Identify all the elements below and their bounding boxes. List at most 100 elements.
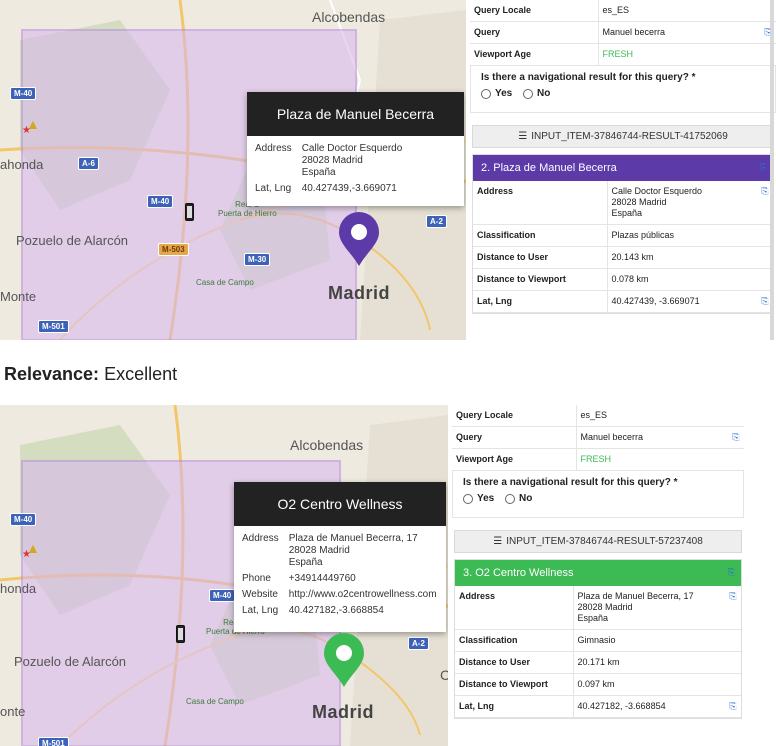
query-key: Query <box>470 21 599 44</box>
row-empty <box>757 224 773 247</box>
popup-value: Calle Doctor Esquerdo 28028 Madrid Españ… <box>302 142 407 182</box>
map-label-madrid: Madrid <box>312 702 375 722</box>
map-view[interactable]: Alcobendas honda Pozuelo de Alarcón onte… <box>0 405 448 746</box>
detail-value: 0.097 km <box>573 673 725 696</box>
detail-key: Lat, Lng <box>455 695 574 718</box>
result-popup: O2 Centro Wellness Address Plaza de Manu… <box>234 482 446 632</box>
star-icon: ★ <box>22 549 31 560</box>
popup-value: +34914449760 <box>288 573 356 584</box>
road-shield-m40: M-40 <box>10 87 37 100</box>
detail-row: Distance to User 20.171 km <box>455 651 741 674</box>
detail-value: 0.078 km <box>607 268 757 291</box>
detail-row: Distance to Viewport 0.078 km <box>473 268 773 291</box>
copy-icon[interactable]: ⎘ <box>725 585 741 630</box>
yes-label: Yes <box>477 493 495 504</box>
input-item-button[interactable]: ☰ INPUT_ITEM-37846744-RESULT-41752069 <box>472 124 774 148</box>
query-row: Viewport Age FRESH <box>452 448 744 471</box>
query-key: Viewport Age <box>470 43 599 66</box>
viewport-age-value: FRESH <box>576 448 728 471</box>
copy-icon[interactable]: ⎘ <box>727 566 735 577</box>
copy-icon[interactable]: ⎘ <box>757 180 773 225</box>
detail-key: Lat, Lng <box>473 290 608 313</box>
road-shield-m503: M-503 <box>158 243 189 256</box>
copy-icon[interactable]: ⎘ <box>725 695 741 718</box>
detail-row: Distance to User 20.143 km <box>473 246 773 269</box>
query-key: Query Locale <box>452 405 577 427</box>
result-card-title: 2. Plaza de Manuel Becerra <box>481 161 617 174</box>
road-shield-a2: A-2 <box>426 215 447 228</box>
detail-key: Classification <box>455 629 574 652</box>
result-card: 2. Plaza de Manuel Becerra ⎘ Address Cal… <box>472 153 774 314</box>
query-key: Query Locale <box>470 0 599 22</box>
popup-title: O2 Centro Wellness <box>234 482 446 526</box>
query-key: Viewport Age <box>452 448 577 471</box>
radio-circle[interactable] <box>481 88 491 99</box>
road-shield-m40b: M-40 <box>147 195 174 208</box>
detail-row: Classification Plazas públicas <box>473 224 773 247</box>
radio-circle[interactable] <box>523 88 534 99</box>
result-marker-icon[interactable] <box>322 633 366 689</box>
popup-key: Address <box>242 533 279 544</box>
road-shield-m40: M-40 <box>10 513 37 526</box>
relevance-rating: Relevance: Excellent <box>4 364 177 385</box>
copy-icon[interactable]: ⎘ <box>757 290 773 313</box>
nav-question: Is there a navigational result for this … <box>452 471 744 518</box>
yes-radio[interactable]: Yes <box>463 493 494 504</box>
query-value: es_ES <box>576 405 728 427</box>
popup-key: Address <box>255 143 292 154</box>
popup-row: Lat, Lng 40.427439,-3.669071 <box>255 182 406 198</box>
detail-row: Distance to Viewport 0.097 km <box>455 673 741 696</box>
row-empty <box>728 448 744 471</box>
result-marker-icon[interactable] <box>337 212 381 268</box>
map-label-onte: onte <box>0 704 26 719</box>
query-info-table: Query Locale es_ES Query Manuel becerra … <box>470 0 776 66</box>
row-empty <box>725 629 741 652</box>
no-radio[interactable]: No <box>505 493 532 504</box>
viewport-age-value: FRESH <box>598 43 760 66</box>
nav-question-text: Is there a navigational result for this … <box>463 477 678 488</box>
row-empty <box>757 268 773 291</box>
map-view[interactable]: Alcobendas ahonda Pozuelo de Alarcón Mon… <box>0 0 466 340</box>
relevance-value: Excellent <box>104 364 178 384</box>
detail-key: Distance to Viewport <box>455 673 574 696</box>
input-item-button[interactable]: ☰ INPUT_ITEM-37846744-RESULT-57237408 <box>454 529 742 553</box>
detail-key: Distance to User <box>473 246 608 269</box>
mobile-device-icon <box>185 203 194 221</box>
result-card-header: 2. Plaza de Manuel Becerra ⎘ <box>473 154 773 181</box>
road-shield-m30: M-30 <box>244 253 271 266</box>
road-shield-m501: M-501 <box>38 320 69 333</box>
detail-key: Distance to User <box>455 651 574 674</box>
popup-value: 40.427439,-3.669071 <box>301 183 397 194</box>
result-details-table: Address Plaza de Manuel Becerra, 17 2802… <box>455 585 741 718</box>
user-location-pin-icon: ▲ <box>26 540 40 556</box>
popup-value: Plaza de Manuel Becerra, 17 28028 Madrid… <box>289 532 441 572</box>
query-row: Viewport Age FRESH <box>470 43 776 66</box>
yes-label: Yes <box>495 88 513 99</box>
no-radio[interactable]: No <box>523 88 550 99</box>
detail-value: Calle Doctor Esquerdo 28028 Madrid Españ… <box>607 180 757 225</box>
copy-icon[interactable]: ⎘ <box>759 161 767 172</box>
popup-details: Address Calle Doctor Esquerdo 28028 Madr… <box>255 142 406 198</box>
map-label-c: C <box>440 667 448 683</box>
radio-circle[interactable] <box>463 493 473 504</box>
user-location-pin-icon: ▲ <box>26 116 40 132</box>
nav-question-text: Is there a navigational result for this … <box>481 72 696 83</box>
popup-row: Phone +34914449760 <box>242 572 441 588</box>
row-empty <box>725 673 741 696</box>
radio-circle[interactable] <box>505 493 516 504</box>
road-shield-a6: A-6 <box>78 157 99 170</box>
yes-radio[interactable]: Yes <box>481 88 512 99</box>
popup-value: 40.427182,-3.668854 <box>288 605 384 616</box>
detail-value: 20.143 km <box>607 246 757 269</box>
copy-icon[interactable]: ⎘ <box>728 426 744 449</box>
result-block-1: Alcobendas ahonda Pozuelo de Alarcón Mon… <box>0 0 776 340</box>
road-shield-a2: A-2 <box>408 637 429 650</box>
result-sidebar: Query Locale es_ES Query Manuel becerra … <box>470 0 776 340</box>
star-icon: ★ <box>22 125 31 136</box>
popup-address: Plaza de Manuel Becerra, 17 28028 Madrid… <box>288 533 418 568</box>
query-value: Manuel becerra <box>576 426 728 449</box>
sidebar-scrollbar[interactable] <box>770 0 774 340</box>
query-row: Query Locale es_ES <box>470 0 776 22</box>
popup-key: Lat, Lng <box>242 605 279 616</box>
query-row: Query Manuel becerra ⎘ <box>452 426 744 449</box>
